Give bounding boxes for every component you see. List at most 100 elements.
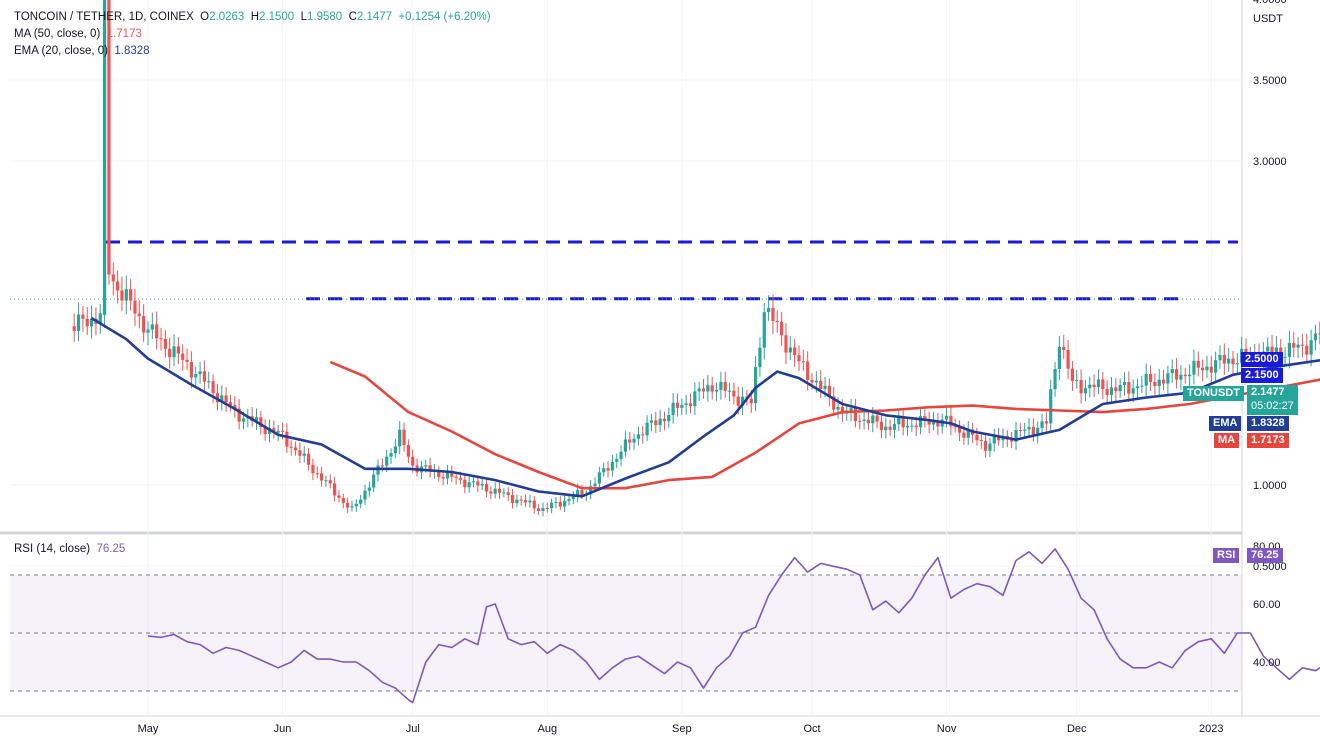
rsi-tag: RSI (1213, 548, 1240, 563)
high-value: 2.1500 (259, 11, 295, 23)
candle-body (944, 415, 949, 420)
candle-body (727, 390, 732, 392)
candle-body (1214, 360, 1218, 373)
candle-body (697, 388, 701, 392)
candle-body (1144, 374, 1148, 386)
candle-body (1201, 367, 1205, 371)
candle-body (1127, 382, 1131, 394)
candle-body (1066, 350, 1070, 369)
candle-body (150, 324, 154, 330)
candle-body (1092, 384, 1096, 388)
candle-body (1309, 340, 1313, 355)
candle-body (532, 500, 536, 509)
candle-body (901, 417, 905, 428)
time-tick-label: May (138, 723, 159, 735)
time-tick-label: Dec (1067, 723, 1087, 735)
candle-body (306, 453, 311, 465)
candle-body (502, 492, 506, 494)
candle-body (962, 432, 966, 438)
candle-body (693, 391, 697, 407)
ma-legend[interactable]: MA (50, close, 0) 1.7173 (14, 28, 142, 40)
price-tick-label: 3.0000 (1253, 156, 1287, 168)
candle-body (1292, 342, 1296, 348)
candle-body (107, 0, 111, 275)
candle-body (437, 470, 441, 478)
candle-body (228, 402, 233, 406)
candle-body (320, 473, 324, 481)
candle-body (732, 390, 736, 397)
candle-body (788, 347, 792, 353)
candle-body (81, 314, 85, 319)
candle-body (163, 338, 167, 349)
candle-body (1105, 389, 1109, 396)
candle-body (103, 0, 107, 315)
candle-body (1222, 354, 1226, 364)
candle-body (801, 361, 805, 363)
price-tick-label: 1.0000 (1253, 480, 1287, 492)
candle-body (780, 321, 784, 336)
ma-value-badge: 1.7173 (1247, 433, 1289, 448)
rsi-tick-label: 60.00 (1253, 599, 1281, 611)
candle-body (580, 490, 584, 496)
time-tick-label: Jul (406, 723, 420, 735)
candle-body (354, 503, 358, 507)
time-tick-label: Jun (274, 723, 292, 735)
candle-body (671, 402, 675, 415)
candle-body (1101, 379, 1105, 390)
candle-body (550, 502, 554, 509)
candle-body (936, 420, 940, 427)
candle-body (1231, 358, 1235, 365)
ema-value-badge: 1.8328 (1247, 416, 1289, 431)
candle-body (458, 477, 463, 480)
candle-body (1296, 344, 1300, 348)
candle-body (823, 385, 827, 389)
candle-body (233, 405, 237, 409)
candle-body (220, 395, 224, 403)
candle-body (749, 398, 753, 404)
candle-body (1070, 368, 1075, 381)
candle-body (207, 381, 211, 383)
candle-body (1036, 427, 1040, 436)
candle-body (276, 430, 280, 433)
candle-body (975, 434, 979, 441)
candle-body (1057, 346, 1061, 370)
ma50-line (329, 360, 1320, 490)
candle-body (762, 312, 766, 348)
candle-body (775, 320, 779, 322)
candle-body (957, 426, 962, 433)
ema20-line (90, 316, 1320, 498)
rsi-tick-label: 40.00 (1253, 657, 1281, 669)
ticker-badge: TONUSDT (1183, 386, 1244, 401)
horizontal-levels (10, 240, 1242, 301)
candle-body (602, 468, 606, 473)
candle-body (315, 473, 319, 475)
ema-legend[interactable]: EMA (20, close, 0) 1.8328 (14, 45, 150, 57)
candle-body (76, 314, 81, 331)
candle-body (1205, 366, 1209, 371)
rsi-legend[interactable]: RSI (14, close) 76.25 (14, 543, 125, 555)
candle-body (606, 468, 610, 471)
candle-body (680, 404, 684, 408)
change-value: +0.1254 (+6.20%) (398, 11, 491, 23)
axis-unit-label: USDT (1253, 13, 1283, 25)
candle-body (98, 313, 102, 324)
candle-body (1096, 379, 1101, 388)
candle-body (1305, 345, 1309, 355)
price-tick-label: 4.0000 (1253, 0, 1287, 6)
candle-body (1023, 429, 1027, 431)
candle-body (359, 499, 363, 504)
symbol-title: TONCOIN / TETHER, 1D, COINEX (14, 11, 194, 23)
candle-body (380, 465, 384, 467)
candle-body (610, 461, 614, 471)
candle-body (489, 491, 493, 494)
candle-body (910, 425, 914, 427)
candle-body (545, 508, 549, 510)
candle-body (1166, 373, 1170, 384)
candle-body (875, 415, 879, 422)
candle-body (710, 385, 714, 392)
candle-body (1183, 374, 1187, 377)
low-value: 1.9580 (307, 11, 343, 23)
candle-body (853, 408, 858, 421)
candle-body (1235, 363, 1239, 365)
